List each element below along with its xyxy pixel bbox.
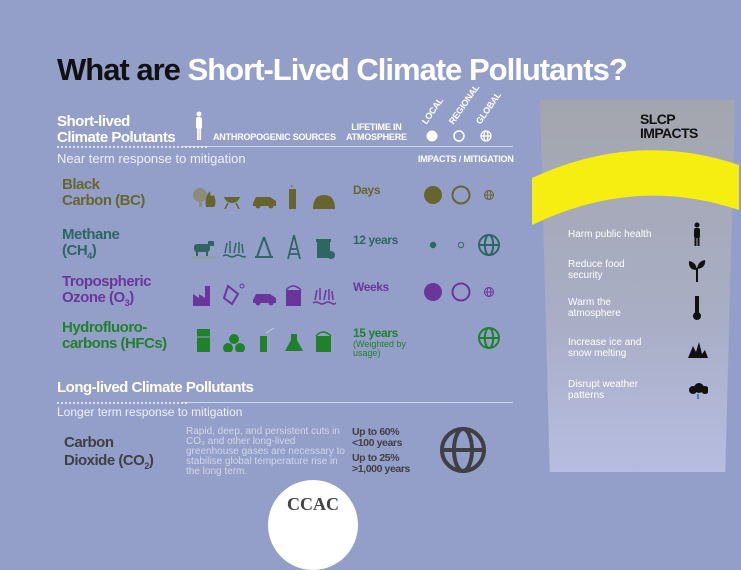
storm-cloud-icon [689,383,708,399]
impacts-column-header: IMPACTS / MITIGATION [418,154,514,164]
impact-item: Warm the atmosphere [568,296,708,320]
regional-impact-outline-circle-icon [451,282,471,302]
car-icon [253,294,276,306]
oil-derrick-icon [287,235,301,259]
impact-item: Harm public health [568,222,708,246]
pollutant-name: Black Carbon (BC) [62,176,145,209]
impact-item: Disrupt weather patterns [568,378,708,402]
person-icon [694,222,700,246]
global-impact-globe-icon [478,327,500,349]
lifetime-value: 12 years [353,233,398,247]
local-filled-circle-icon [426,130,438,142]
lifetime-value: Days [353,183,381,197]
page-title: What are Short-Lived Climate Pollutants? [57,52,628,87]
long-lived-subtitle: Longer term response to mitigation [57,405,243,419]
paint-can-icon [315,331,332,352]
divider-dotted [57,146,207,148]
forest-fire-icon [193,188,216,207]
local-header: LOCAL [419,95,446,126]
livestock-icon [192,241,216,259]
sources-icons [192,318,336,352]
global-impact-globe-icon [484,287,494,297]
sources-icons [192,175,336,209]
pollutant-name: Tropospheric Ozone (O3) [62,273,152,309]
lifetime-value: 15 years (Weighted by usage) [353,326,406,358]
regional-impact-outline-circle-icon [451,185,471,205]
divider [183,402,513,403]
co2-lifetime: Up to 60% <100 years Up to 25% >1,000 year… [352,426,410,475]
co2-description: Rapid, deep, and persistent cuts in CO₂ … [186,426,345,477]
impact-scale [419,325,503,351]
lifetime-column-header: LIFETIME IN ATMOSPHERE [346,122,407,142]
refrigerator-icon [197,329,210,352]
sources-icons [192,225,336,259]
person-icon [196,111,202,140]
kiln-icon [313,195,335,209]
factory-icon [193,286,210,306]
plant-icon [688,260,706,282]
divider-dotted [57,402,187,404]
waste-bin-icon [316,239,335,259]
short-lived-subtitle: Near term response to mitigation [57,151,246,166]
thermometer-icon [693,296,701,320]
pollutant-name: Hydrofluoro-carbons (HFCs) [62,319,167,352]
paint-can-icon [285,285,302,306]
wetland-icon [312,288,336,305]
long-lived-heading: Long-lived Climate Pollutants [57,379,254,396]
divider [183,146,513,147]
melting-ice-icon [688,342,708,358]
global-impact-globe-icon [484,190,494,200]
sources-column-header: ANTHROPOGENIC SOURCES [213,132,336,142]
lifetime-value: Weeks [353,280,389,294]
flask-icon [285,334,303,351]
co2-name: Carbon Dioxide (CO2) [64,434,154,471]
globe-icon [440,427,486,473]
local-impact-filled-circle-icon [424,283,442,301]
local-impact-filled-circle-icon [429,241,437,249]
chemical-flask-icon [222,283,245,306]
pollutant-name: Methane (CH4) [62,226,120,262]
local-impact-filled-circle-icon [424,186,442,204]
ccac-logo: CCAC [268,480,358,570]
impacts-panel-title: SLCP IMPACTS [640,111,698,141]
impact-scale [419,182,503,208]
sources-icons [192,272,336,306]
impact-scale [419,232,503,258]
global-impact-globe-icon [478,234,500,256]
impact-item: Increase ice and snow melting [568,336,708,360]
short-lived-heading: Short-lived Climate Polutants [57,113,176,146]
impact-scale [419,279,503,305]
scale-legend [426,130,492,142]
smokestack-icon [289,185,296,209]
car-icon [253,197,276,209]
regional-impact-outline-circle-icon [457,241,465,249]
impact-item: Reduce food security [568,258,708,282]
global-header: GLOBAL [473,90,504,126]
aerosol-can-icon [260,328,275,352]
grill-icon [224,197,240,209]
fan-icon [223,334,245,352]
regional-outline-circle-icon [453,130,465,142]
globe-icon [480,130,492,142]
yellow-arc-band [532,150,739,225]
gas-rig-icon [255,236,273,258]
rice-paddy-icon [222,241,246,258]
